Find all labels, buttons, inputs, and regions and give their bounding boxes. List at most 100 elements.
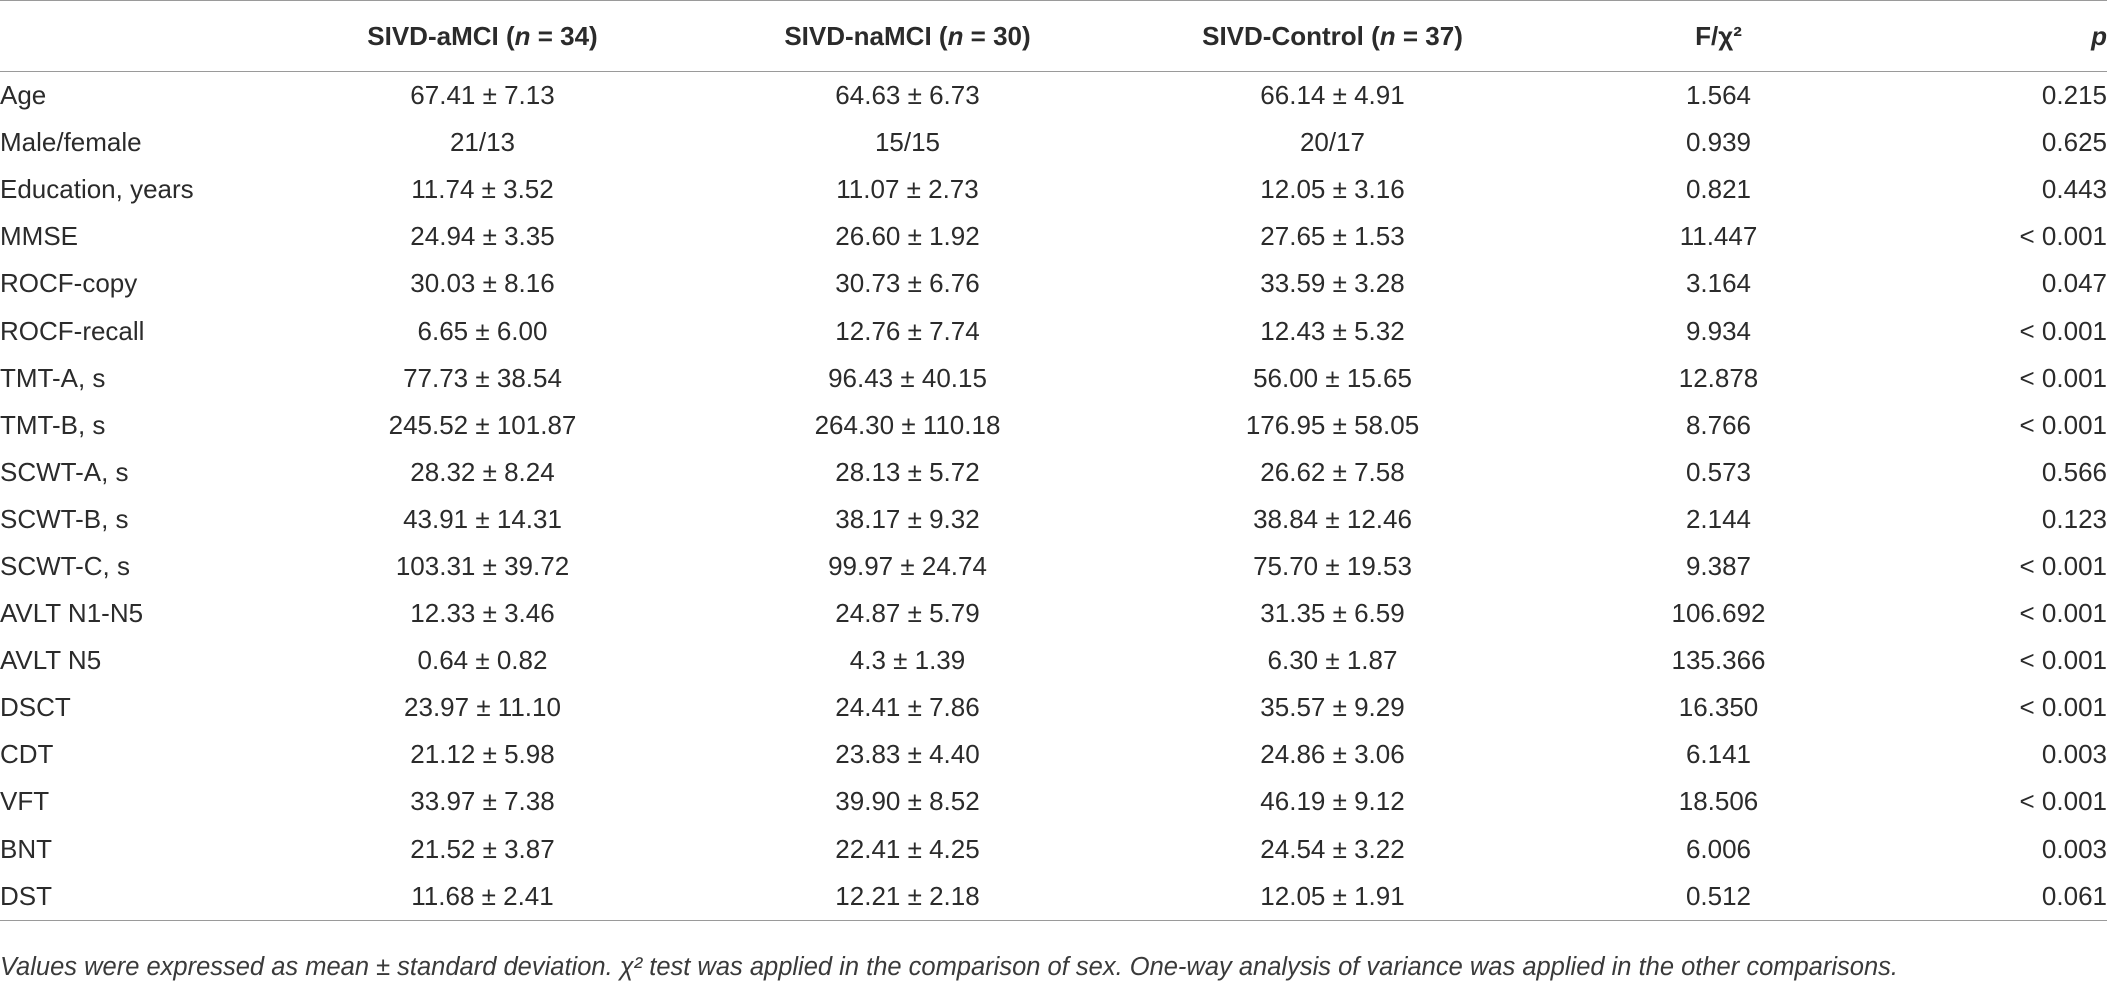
table-header: SIVD-aMCI (n = 34) SIVD-naMCI (n = 30) SIV… xyxy=(0,0,2107,72)
cell-control: 56.00 ± 15.65 xyxy=(1253,362,1412,393)
table-row: SCWT-B, s 43.91 ± 14.31 38.17 ± 9.32 38.84 … xyxy=(0,496,2107,543)
cell-p: 0.443 xyxy=(2041,174,2107,205)
cell-amci: 24.94 ± 3.35 xyxy=(410,221,555,252)
cell-namci: 64.63 ± 6.73 xyxy=(835,80,980,111)
cell-stat: 3.164 xyxy=(1685,268,1752,299)
cell-namci: 12.21 ± 2.18 xyxy=(695,872,1120,921)
cell-p: < 0.001 xyxy=(2019,221,2107,252)
cell-stat: 0.573 xyxy=(1685,456,1752,487)
cell-control: 176.95 ± 58.05 xyxy=(1245,409,1420,440)
cell-namci: 4.3 ± 1.39 xyxy=(849,645,966,676)
row-label: AVLT N1-N5 xyxy=(0,598,144,629)
cell-control: 26.62 ± 7.58 xyxy=(1260,456,1405,487)
cell-amci: 11.74 ± 3.52 xyxy=(411,174,554,205)
table-row: ROCF-recall 6.65 ± 6.00 12.76 ± 7.74 12.43 … xyxy=(0,307,2107,354)
cell-namci: 15/15 xyxy=(874,127,941,158)
cell-control: 38.84 ± 12.46 xyxy=(1253,503,1412,534)
cell-control: 35.57 ± 9.29 xyxy=(1260,692,1405,723)
cell-stat: 0.939 xyxy=(1685,127,1752,158)
cell-p: < 0.001 xyxy=(2019,786,2107,817)
cell-stat: 1.564 xyxy=(1685,80,1752,111)
cell-stat: 11.447 xyxy=(1679,221,1758,252)
column-header-stat: F/χ² xyxy=(1545,0,1892,72)
cell-amci: 6.65 ± 6.00 xyxy=(417,315,548,346)
cell-stat: 16.350 xyxy=(1678,692,1759,723)
row-label: VFT xyxy=(0,786,50,817)
cell-namci: 24.87 ± 5.79 xyxy=(835,598,980,629)
table-row: SCWT-A, s 28.32 ± 8.24 28.13 ± 5.72 26.62 ±… xyxy=(0,449,2107,496)
cell-p: < 0.001 xyxy=(2019,362,2107,393)
row-label: Age xyxy=(0,80,47,111)
cell-p: 0.047 xyxy=(2041,268,2107,299)
cell-control: 12.43 ± 5.32 xyxy=(1260,315,1405,346)
cell-namci: 23.83 ± 4.40 xyxy=(835,739,980,770)
table-footnote: Values were expressed as mean ± standard… xyxy=(0,953,1898,981)
cell-namci: 96.43 ± 40.15 xyxy=(828,362,987,393)
row-label: AVLT N5 xyxy=(0,645,102,676)
cell-amci: 23.97 ± 11.10 xyxy=(404,692,561,723)
row-label: TMT-A, s xyxy=(0,362,106,393)
cell-p: 0.061 xyxy=(1892,872,2107,921)
row-label: CDT xyxy=(0,739,54,770)
cell-namci: 99.97 ± 24.74 xyxy=(828,550,987,581)
cell-control: 20/17 xyxy=(1299,127,1366,158)
cell-amci: 0.64 ± 0.82 xyxy=(417,645,548,676)
cell-control: 33.59 ± 3.28 xyxy=(1260,268,1405,299)
cell-namci: 24.41 ± 7.86 xyxy=(835,692,980,723)
table-row: TMT-B, s 245.52 ± 101.87 264.30 ± 110.18 17… xyxy=(0,402,2107,449)
cell-amci: 33.97 ± 7.38 xyxy=(410,786,555,817)
cell-p: < 0.001 xyxy=(2019,550,2107,581)
cell-p: 0.625 xyxy=(2041,127,2107,158)
cell-namci: 39.90 ± 8.52 xyxy=(835,786,980,817)
cell-stat: 0.512 xyxy=(1545,872,1892,921)
cell-stat: 18.506 xyxy=(1678,786,1759,817)
cell-control: 31.35 ± 6.59 xyxy=(1260,598,1405,629)
cell-amci: 21.12 ± 5.98 xyxy=(410,739,555,770)
cell-namci: 11.07 ± 2.73 xyxy=(836,174,979,205)
column-header-amci: SIVD-aMCI (n = 34) xyxy=(270,0,695,72)
table-row: DSCT 23.97 ± 11.10 24.41 ± 7.86 35.57 ± 9.2… xyxy=(0,684,2107,731)
cell-stat: 106.692 xyxy=(1671,598,1766,629)
cell-namci: 264.30 ± 110.18 xyxy=(814,409,1001,440)
row-label: MMSE xyxy=(0,221,78,252)
cell-p: 0.566 xyxy=(2041,456,2107,487)
cell-stat: 8.766 xyxy=(1685,409,1752,440)
cell-control: 46.19 ± 9.12 xyxy=(1260,786,1405,817)
table-row: AVLT N5 0.64 ± 0.82 4.3 ± 1.39 6.30 ± 1.87 1… xyxy=(0,637,2107,684)
cell-control: 24.54 ± 3.22 xyxy=(1260,833,1405,864)
cell-p: 0.003 xyxy=(2041,833,2107,864)
table-row: Male/female 21/13 15/15 20/17 0.939 0.625 xyxy=(0,119,2107,166)
table-body: Age 67.41 ± 7.13 64.63 ± 6.73 66.14 ± 4.91 1… xyxy=(0,72,2107,921)
column-header-variable xyxy=(0,0,270,72)
table-row: Age 67.41 ± 7.13 64.63 ± 6.73 66.14 ± 4.91 1… xyxy=(0,72,2107,120)
cell-p: 0.215 xyxy=(2041,80,2107,111)
row-label: Male/female xyxy=(0,127,142,158)
cell-p: 0.003 xyxy=(2041,739,2107,770)
cell-amci: 67.41 ± 7.13 xyxy=(410,80,555,111)
table-row: SCWT-C, s 103.31 ± 39.72 99.97 ± 24.74 75.7… xyxy=(0,543,2107,590)
cell-amci: 103.31 ± 39.72 xyxy=(395,550,570,581)
cell-stat: 6.006 xyxy=(1685,833,1752,864)
cell-control: 75.70 ± 19.53 xyxy=(1253,550,1412,581)
cell-p: < 0.001 xyxy=(2019,598,2107,629)
cell-amci: 11.68 ± 2.41 xyxy=(270,872,695,921)
cell-stat: 135.366 xyxy=(1671,645,1766,676)
cell-namci: 12.76 ± 7.74 xyxy=(835,315,980,346)
row-label: SCWT-A, s xyxy=(0,456,129,487)
row-label: BNT xyxy=(0,833,52,864)
row-label: ROCF-copy xyxy=(0,268,138,299)
cell-amci: 12.33 ± 3.46 xyxy=(410,598,555,629)
cell-control: 6.30 ± 1.87 xyxy=(1267,645,1398,676)
cell-stat: 12.878 xyxy=(1678,362,1759,393)
cell-p: 0.123 xyxy=(2041,503,2107,534)
cell-amci: 21.52 ± 3.87 xyxy=(410,833,555,864)
cell-control: 24.86 ± 3.06 xyxy=(1260,739,1405,770)
cell-stat: 9.934 xyxy=(1685,315,1752,346)
cell-amci: 245.52 ± 101.87 xyxy=(388,409,577,440)
cell-amci: 30.03 ± 8.16 xyxy=(410,268,555,299)
row-label: SCWT-C, s xyxy=(0,550,130,581)
row-label: DST xyxy=(0,872,270,921)
table-row: VFT 33.97 ± 7.38 39.90 ± 8.52 46.19 ± 9.12 1… xyxy=(0,778,2107,825)
table-row: Education, years 11.74 ± 3.52 11.07 ± 2.73… xyxy=(0,166,2107,213)
column-header-control: SIVD-Control (n = 37) xyxy=(1120,0,1545,72)
